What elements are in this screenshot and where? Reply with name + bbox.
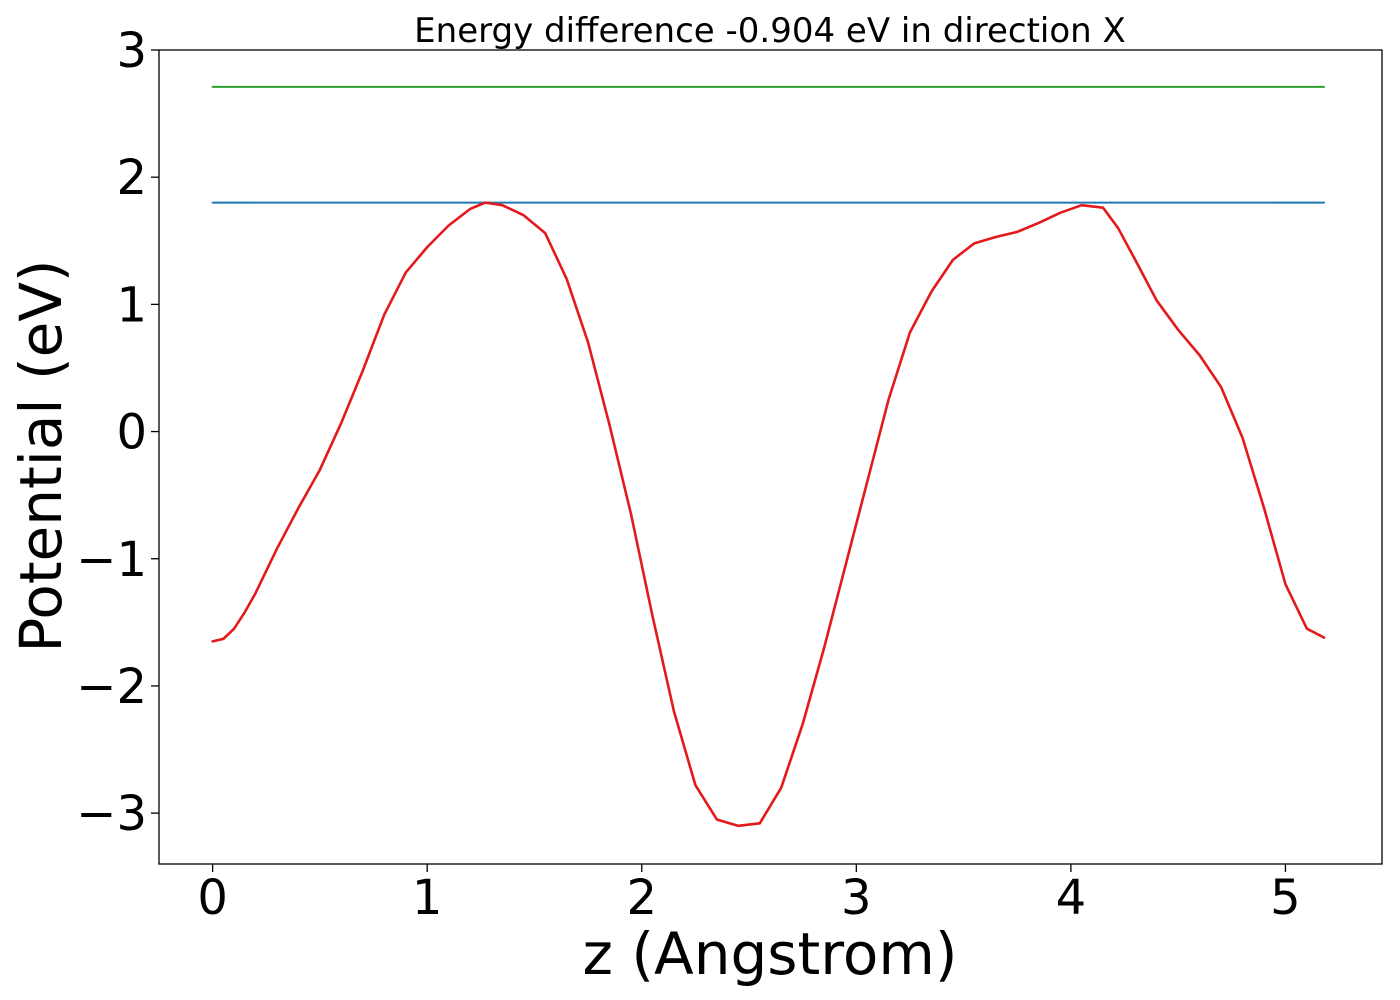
y-tick-label: 3 — [116, 23, 147, 79]
y-tick-label: 0 — [116, 405, 147, 461]
y-tick-label: 2 — [116, 150, 147, 206]
plot-area — [211, 85, 1326, 828]
plot-frame — [158, 49, 1383, 865]
y-tick-label: −2 — [76, 659, 147, 715]
y-tick-label: 1 — [116, 277, 147, 333]
x-tick-label: 5 — [1270, 870, 1301, 926]
x-tick-label: 2 — [626, 870, 657, 926]
series-line-3 — [211, 201, 1326, 828]
chart-title: Energy difference -0.904 eV in direction… — [414, 11, 1126, 51]
x-tick-label: 4 — [1056, 870, 1087, 926]
y-tick-label: −3 — [76, 786, 147, 842]
x-axis-title: z (Angstrom) — [583, 920, 958, 988]
y-tick-label: −1 — [76, 532, 147, 588]
axes: 0 1 2 3 4 5 −3 −2 −1 0 1 2 3 — [76, 23, 1300, 926]
x-tick-label: 3 — [841, 870, 872, 926]
x-tick-label: 0 — [197, 870, 228, 926]
y-axis-title: Potential (eV) — [7, 259, 75, 652]
x-tick-label: 1 — [412, 870, 443, 926]
